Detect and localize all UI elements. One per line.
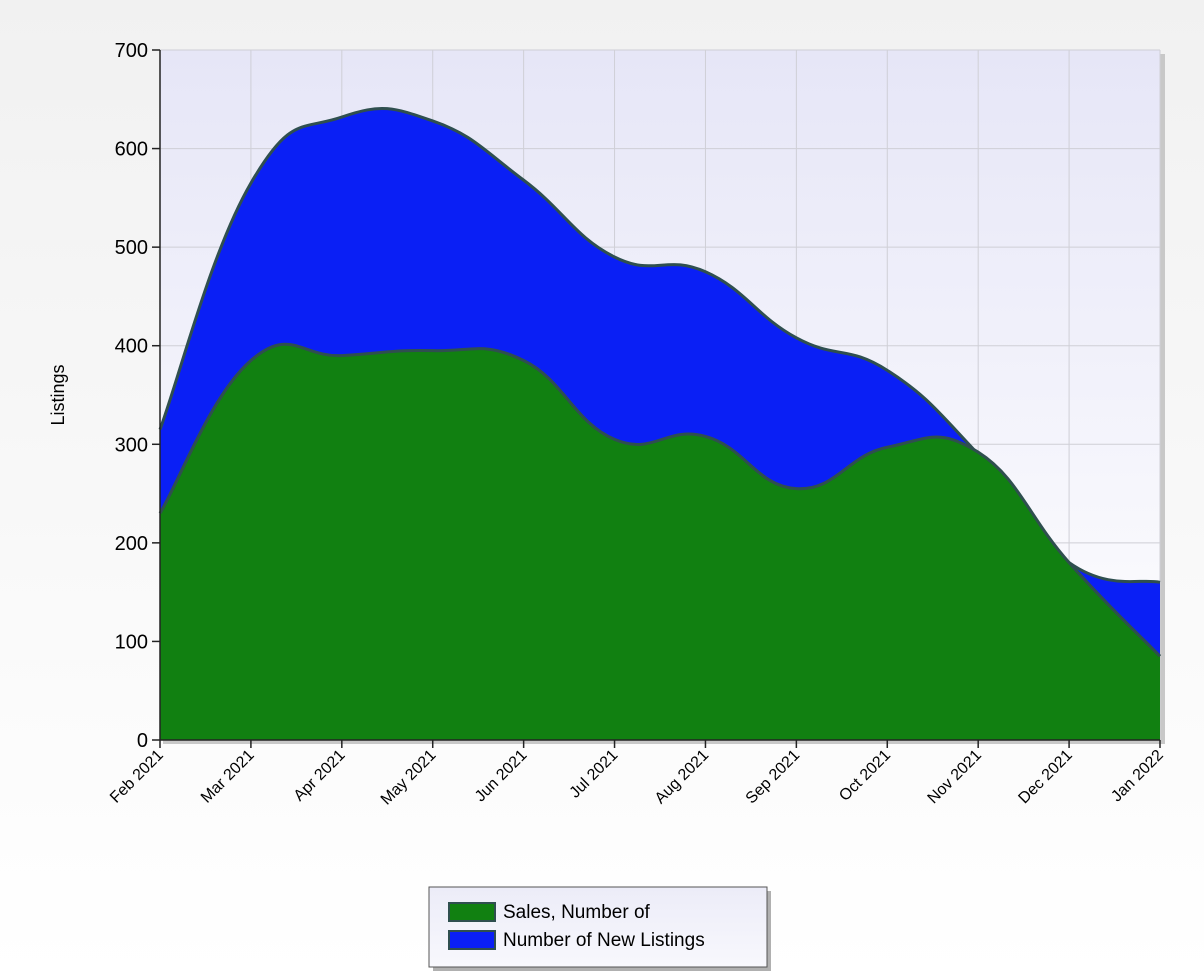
y-tick-label: 400 — [115, 336, 148, 358]
x-tick-label: Apr 2021 — [291, 747, 349, 805]
legend-label-new-listings: Number of New Listings — [503, 930, 705, 951]
y-tick-label: 300 — [115, 434, 148, 456]
x-tick-label: Jan 2022 — [1108, 747, 1167, 806]
y-tick-label: 500 — [115, 237, 148, 259]
legend: Sales, Number of Number of New Listings — [428, 886, 771, 971]
line-sales-number-of — [158, 342, 1162, 658]
x-tick-label: Jun 2021 — [472, 747, 531, 806]
y-axis-label: Listings — [48, 364, 68, 425]
x-tick-label: Jul 2021 — [567, 747, 622, 802]
x-axis-ticks: Feb 2021 Mar 2021 Apr 2021 May 2021 Jun 2021… — [107, 740, 1167, 809]
legend-swatch-new-listings — [448, 930, 496, 950]
x-tick-label: Dec 2021 — [1015, 747, 1076, 808]
legend-label-sales: Sales, Number of — [503, 902, 651, 923]
x-tick-label: Nov 2021 — [925, 747, 986, 808]
x-tick-label: Oct 2021 — [836, 747, 894, 805]
x-tick-label: Sep 2021 — [743, 747, 804, 808]
x-tick-label: Aug 2021 — [652, 747, 713, 808]
y-tick-label: 0 — [137, 730, 148, 752]
series-areas — [158, 107, 1162, 740]
legend-box — [428, 886, 768, 968]
y-tick-label: 600 — [115, 139, 148, 161]
x-tick-label: Mar 2021 — [198, 747, 258, 807]
y-axis-ticks: 0 100 200 300 400 500 600 700 — [115, 40, 160, 752]
y-tick-label: 700 — [115, 40, 148, 62]
y-tick-label: 100 — [115, 631, 148, 653]
y-tick-label: 200 — [115, 533, 148, 555]
x-tick-label: Feb 2021 — [107, 747, 167, 807]
x-tick-label: May 2021 — [378, 747, 440, 809]
legend-swatch-sales — [448, 902, 496, 922]
